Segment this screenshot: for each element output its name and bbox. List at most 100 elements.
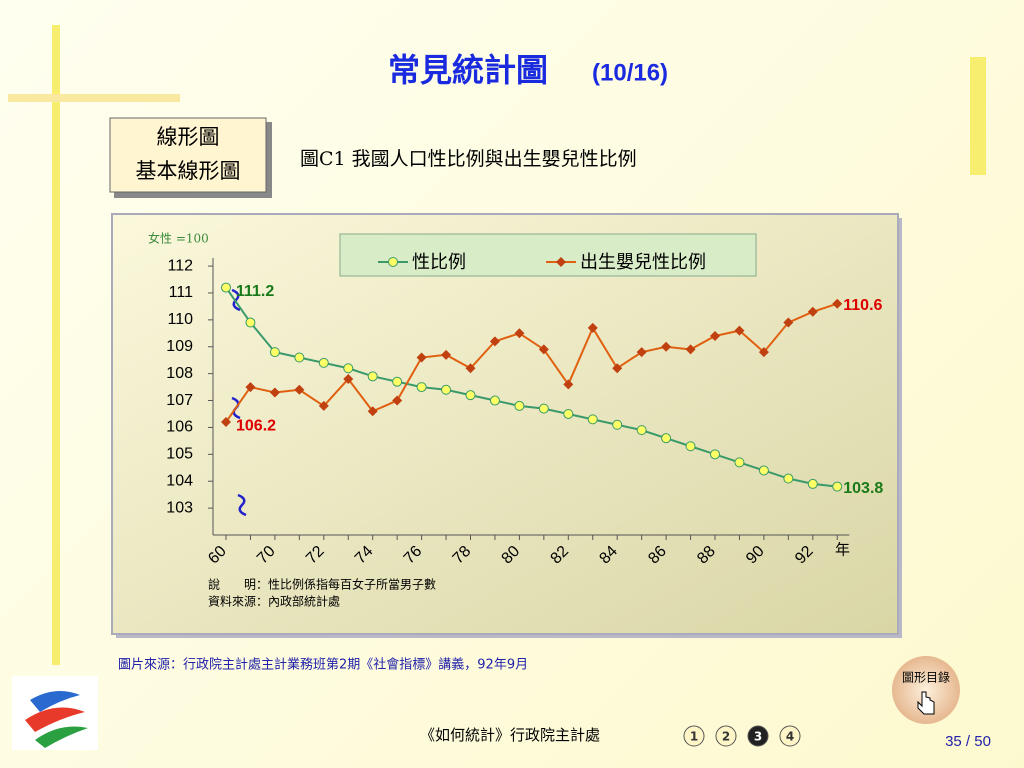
marker xyxy=(514,400,525,411)
y-tick-label: 111 xyxy=(169,284,193,301)
badge xyxy=(109,117,267,193)
note: 說 明：性比例係指每百女子所當男子數 xyxy=(208,577,436,592)
marker xyxy=(294,352,305,363)
marker xyxy=(465,390,476,401)
badge-line: 基本線形圖 xyxy=(136,159,241,183)
y-tick-label: 112 xyxy=(167,257,193,274)
page-button-label[interactable]: 3 xyxy=(754,730,762,744)
marker xyxy=(416,382,427,393)
page-button-label[interactable]: 4 xyxy=(786,730,794,744)
logo xyxy=(12,676,98,750)
legend-label: 性比例 xyxy=(412,252,466,273)
marker xyxy=(832,481,843,492)
marker xyxy=(636,425,647,436)
legend-label: 出生嬰兒性比例 xyxy=(580,252,706,273)
deco-bar xyxy=(970,57,986,175)
marker xyxy=(661,433,672,444)
marker xyxy=(710,449,720,460)
marker xyxy=(392,376,403,387)
marker xyxy=(807,306,818,317)
marker xyxy=(343,374,354,385)
marker xyxy=(832,298,843,309)
marker xyxy=(685,441,696,452)
page-number: 35 / 50 xyxy=(945,733,991,750)
marker xyxy=(489,395,500,406)
marker xyxy=(245,382,256,393)
marker xyxy=(636,347,647,358)
slide-part: (10/16) xyxy=(592,59,668,86)
page-button[interactable] xyxy=(715,725,737,747)
y-unit: 女性 =100 xyxy=(148,231,209,246)
value-label: 103.8 xyxy=(843,480,883,497)
marker xyxy=(441,349,452,360)
y-tick-label: 105 xyxy=(166,446,193,463)
hand-icon xyxy=(917,691,935,715)
value-label: 111.2 xyxy=(236,283,274,300)
marker xyxy=(538,403,549,414)
marker xyxy=(318,400,329,411)
marker xyxy=(612,363,623,374)
marker xyxy=(783,473,794,484)
marker xyxy=(587,322,598,333)
marker xyxy=(221,417,231,428)
marker xyxy=(367,371,378,382)
marker xyxy=(661,341,672,352)
chart-frame xyxy=(111,213,899,635)
legend xyxy=(339,233,757,277)
legend-marker xyxy=(388,257,398,267)
value-label: 106.2 xyxy=(236,417,276,434)
y-tick-label: 109 xyxy=(166,338,193,355)
slide-title: 常見統計圖 xyxy=(388,51,548,89)
marker xyxy=(758,347,769,358)
y-tick-label: 104 xyxy=(166,472,193,489)
page-button-label[interactable]: 1 xyxy=(690,730,698,744)
marker xyxy=(269,347,280,358)
y-tick-label: 110 xyxy=(167,311,193,328)
y-tick-label: 106 xyxy=(166,419,193,436)
marker xyxy=(783,317,794,328)
marker xyxy=(269,387,280,398)
value-label: 110.6 xyxy=(843,297,882,314)
marker xyxy=(343,363,354,374)
page-button[interactable] xyxy=(747,725,769,747)
marker xyxy=(587,414,598,425)
deco-bar xyxy=(8,94,180,102)
source: 圖片來源：行政院主計處主計業務班第2期《社會指標》講義，92年9月 xyxy=(118,657,528,673)
y-tick-label: 103 xyxy=(166,499,193,516)
marker xyxy=(734,457,745,468)
toc-label[interactable]: 圖形目錄 xyxy=(902,670,950,685)
page-button[interactable] xyxy=(683,725,705,747)
marker xyxy=(294,384,305,395)
marker xyxy=(416,352,427,363)
note: 資料來源：內政部統計處 xyxy=(208,594,340,609)
marker xyxy=(563,408,574,419)
marker xyxy=(710,330,720,341)
marker xyxy=(465,363,476,374)
marker xyxy=(221,282,231,293)
marker xyxy=(807,478,818,489)
page-button[interactable] xyxy=(779,725,801,747)
page-button-label[interactable]: 2 xyxy=(722,730,730,744)
marker xyxy=(685,344,696,355)
marker xyxy=(538,344,549,355)
badge-line: 線形圖 xyxy=(157,125,220,149)
marker xyxy=(245,317,256,328)
marker xyxy=(734,325,745,336)
axis-break xyxy=(237,493,247,517)
marker xyxy=(489,336,500,347)
marker xyxy=(367,406,378,417)
x-axis-label: 年 xyxy=(835,541,850,559)
marker xyxy=(441,384,452,395)
y-tick-label: 107 xyxy=(166,392,193,409)
legend-marker xyxy=(556,257,566,267)
deco-bar xyxy=(52,25,60,665)
marker xyxy=(514,328,525,339)
marker xyxy=(758,465,769,476)
footer-text: 《如何統計》行政院主計處 xyxy=(420,726,600,744)
marker xyxy=(563,379,574,390)
marker xyxy=(612,419,623,430)
toc-button[interactable] xyxy=(892,656,960,724)
axis-break xyxy=(231,288,241,312)
